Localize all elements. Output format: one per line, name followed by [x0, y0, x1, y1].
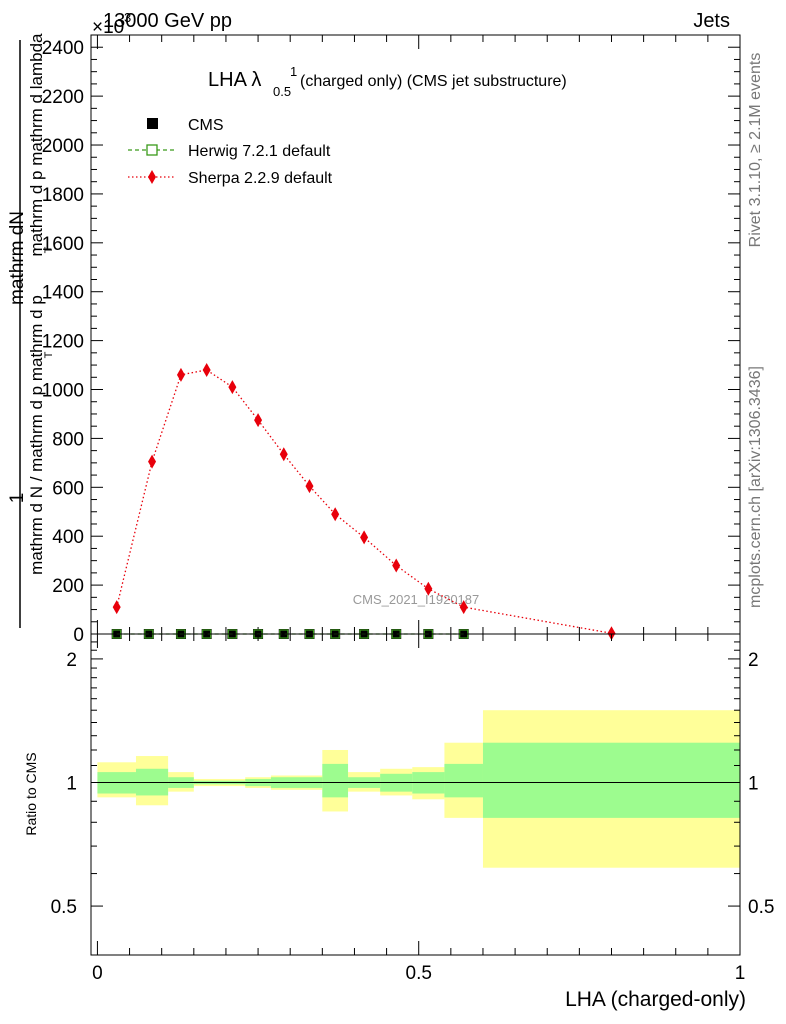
x-tick-label: 0: [92, 963, 103, 984]
y-axis-title: mathrm dN 1 mathrm d p mathrm d lambda m…: [7, 33, 55, 628]
legend-cms-marker: [147, 118, 158, 129]
ratio-y-tick-label-right: 2: [748, 650, 759, 671]
ylabel-bottom: mathrm d p mathrm d lambda: [27, 33, 46, 257]
sherpa-data-point: [360, 530, 369, 545]
y-tick-label: 1200: [42, 332, 84, 353]
x-axis-label: LHA (charged-only): [565, 988, 746, 1011]
ratio-bands: [97, 710, 740, 868]
ylabel-sub-t2: T: [43, 351, 55, 358]
y-tick-label: 600: [52, 478, 84, 499]
y-tick-label: 1400: [42, 283, 84, 304]
sherpa-data-point: [424, 581, 433, 596]
y-tick-label: 800: [52, 429, 84, 450]
ratio-inner-band: [444, 763, 483, 798]
y-tick-label: 400: [52, 527, 84, 548]
sherpa-data-point: [112, 600, 121, 615]
y-tick-label: 0: [73, 625, 84, 646]
rivet-label: Rivet 3.1.10, ≥ 2.1M events: [747, 53, 764, 248]
title-sub: 0.5: [273, 84, 291, 99]
legend-herwig-label: Herwig 7.2.1 default: [188, 143, 331, 160]
mcplots-label: mcplots.cern.ch [arXiv:1306.3436]: [747, 366, 764, 608]
ratio-y-tick-label-left: 0.5: [51, 897, 77, 918]
title-main: LHA λ: [208, 69, 261, 91]
sherpa-data-point: [176, 367, 185, 382]
exponent-power: 3: [124, 10, 131, 25]
y-tick-label: 1600: [42, 234, 84, 255]
analysis-watermark: CMS_2021_I1920187: [353, 592, 480, 607]
ratio-inner-band: [482, 742, 740, 818]
y-tick-label: 2200: [42, 87, 84, 108]
legend-sherpa-label: Sherpa 2.2.9 default: [188, 170, 333, 187]
ylabel-top: mathrm dN: [7, 211, 28, 305]
sherpa-data-point: [305, 479, 314, 494]
header-process-label: Jets: [693, 10, 730, 32]
sherpa-data-point: [607, 626, 616, 641]
sherpa-data-point: [392, 558, 401, 573]
ratio-inner-band: [322, 763, 349, 798]
ratio-ticks: 0 0.5 1 0.5 0.5 1 1 2 2: [51, 634, 774, 984]
ylabel-one: 1: [7, 493, 28, 504]
ratio-plot-frame: [90, 633, 741, 956]
title-suffix: (charged only) (CMS jet substructure): [300, 73, 567, 90]
sherpa-data-point: [279, 447, 288, 462]
ylabel-sub-t: T: [43, 246, 55, 253]
sherpa-data-point: [331, 507, 340, 522]
legend-sherpa-marker: [148, 170, 156, 184]
sherpa-data-point: [202, 362, 211, 377]
ylabel-denominator: mathrm d N / mathrm d p mathrm d p: [27, 295, 46, 575]
ratio-ylabel: Ratio to CMS: [23, 752, 39, 835]
y-tick-label: 2400: [42, 38, 84, 59]
header-energy-label: 13000 GeV pp: [103, 10, 232, 32]
y-tick-label: 1800: [42, 185, 84, 206]
y-tick-label: 1000: [42, 381, 84, 402]
title-sup: 1: [290, 64, 297, 79]
y-tick-label: 2000: [42, 136, 84, 157]
legend-cms-label: CMS: [188, 117, 224, 134]
legend: CMS Herwig 7.2.1 default Sherpa 2.2.9 de…: [128, 117, 333, 187]
sherpa-data-point: [148, 454, 157, 469]
sherpa-data-point: [459, 600, 468, 615]
main-x-ticks: [96, 35, 741, 634]
main-y-ticks: 0 200 400 600 800 1000 1200 1400 1600 1800 2000 220…: [42, 34, 740, 646]
legend-herwig-marker: [146, 144, 158, 156]
x-tick-label: 1: [735, 963, 746, 984]
sherpa-data-point: [254, 413, 263, 428]
ratio-y-tick-label-right: 0.5: [748, 897, 774, 918]
ratio-y-tick-label-left: 2: [66, 650, 77, 671]
y-tick-label: 200: [52, 576, 84, 597]
ratio-y-tick-label-left: 1: [66, 773, 77, 794]
ratio-y-tick-label-right: 1: [748, 773, 759, 794]
sherpa-data-point: [228, 380, 237, 395]
exponent-label: ×10: [92, 17, 124, 38]
main-title: LHA λ: [208, 69, 261, 91]
x-tick-label: 0.5: [406, 963, 432, 984]
